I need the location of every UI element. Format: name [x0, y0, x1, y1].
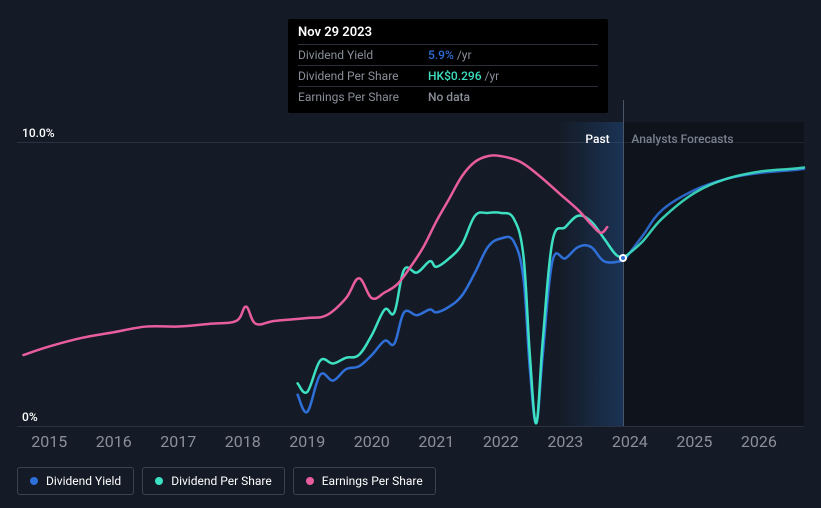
x-axis-tick: 2018	[225, 432, 261, 451]
tooltip-row-unit: /yr	[457, 48, 472, 62]
x-axis-tick: 2020	[354, 432, 390, 451]
tooltip-row-unit: /yr	[485, 69, 500, 83]
tooltip-row: Dividend Yield5.9%/yr	[298, 44, 598, 65]
hover-dot	[619, 254, 627, 262]
x-axis-tick: 2024	[612, 432, 648, 451]
x-axis-tick: 2023	[547, 432, 583, 451]
y-axis-label: 0%	[22, 410, 38, 424]
x-axis-tick: 2026	[741, 432, 777, 451]
x-axis-tick: 2019	[289, 432, 325, 451]
legend-label: Dividend Yield	[46, 474, 121, 488]
legend-dot	[306, 477, 314, 485]
tooltip-row-label: Dividend Per Share	[298, 69, 428, 83]
x-axis-tick: 2016	[96, 432, 132, 451]
legend-item[interactable]: Dividend Per Share	[142, 467, 285, 495]
chart-legend: Dividend Yield Dividend Per Share Earnings…	[17, 467, 436, 495]
x-axis-tick: 2022	[483, 432, 519, 451]
x-axis-tick: 2015	[31, 432, 67, 451]
legend-item[interactable]: Earnings Per Share	[293, 467, 436, 495]
tooltip-row-value: No data	[428, 90, 470, 104]
legend-label: Dividend Per Share	[171, 474, 272, 488]
forecast-label: Analysts Forecasts	[631, 132, 733, 146]
x-axis-tick: 2021	[418, 432, 454, 451]
tooltip-row: Earnings Per ShareNo data	[298, 86, 598, 107]
chart-tooltip: Nov 29 2023 Dividend Yield5.9%/yrDividen…	[288, 19, 608, 113]
x-axis-tick: 2017	[160, 432, 196, 451]
past-label: Past	[585, 132, 609, 146]
series-dividend_yield	[298, 237, 627, 423]
legend-dot	[155, 477, 163, 485]
dividend-chart: 0% 10.0% Past Analysts Forecasts 2015 2016…	[0, 0, 821, 508]
legend-label: Earnings Per Share	[322, 474, 423, 488]
tooltip-row-label: Earnings Per Share	[298, 90, 428, 104]
tooltip-row: Dividend Per ShareHK$0.296/yr	[298, 65, 598, 86]
tooltip-row-value: 5.9%	[428, 48, 454, 62]
tooltip-date: Nov 29 2023	[298, 25, 598, 44]
tooltip-row-label: Dividend Yield	[298, 48, 428, 62]
y-axis-label: 10.0%	[22, 126, 55, 140]
x-axis-tick: 2025	[676, 432, 712, 451]
tooltip-row-value: HK$0.296	[428, 69, 482, 83]
series-dividend_per_share-forecast	[627, 167, 804, 255]
legend-dot	[30, 477, 38, 485]
legend-item[interactable]: Dividend Yield	[17, 467, 134, 495]
series-dividend_per_share	[298, 212, 627, 423]
